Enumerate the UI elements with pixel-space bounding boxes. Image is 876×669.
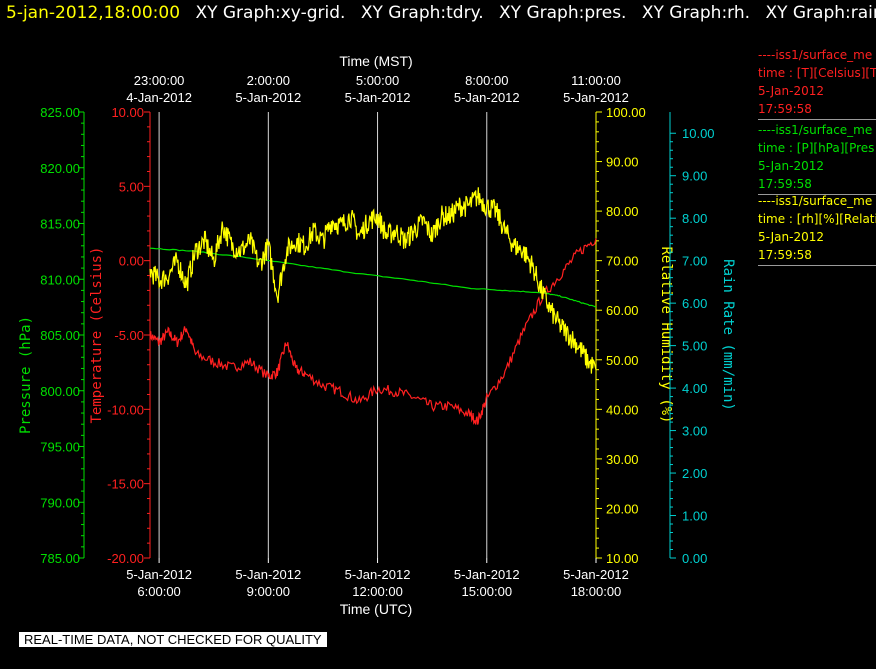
graph-title-tdry[interactable]: XY Graph:tdry. xyxy=(360,3,484,23)
temperature-tick-label: 10.00 xyxy=(111,105,144,120)
pressure-tick-label: 790.00 xyxy=(40,495,80,510)
rain-tick-label: 9.00 xyxy=(682,169,707,184)
legend-time: 17:59:58 xyxy=(758,248,812,262)
x-top-tick-time: 5:00:00 xyxy=(356,73,399,88)
pressure-tick-label: 785.00 xyxy=(40,551,80,566)
graph-title-xy-grid[interactable]: XY Graph:xy-grid. xyxy=(195,3,346,23)
pressure-tick-label: 810.00 xyxy=(40,272,80,287)
x-top-tick-time: 8:00:00 xyxy=(465,73,508,88)
pressure-tick-label: 815.00 xyxy=(40,217,80,232)
x-top-tick-time: 2:00:00 xyxy=(247,73,290,88)
title-bar: 5-jan-2012,18:00:00 XY Graph:xy-grid. XY… xyxy=(6,2,876,24)
rh-tick-label: 50.00 xyxy=(606,353,639,368)
rain-tick-label: 2.00 xyxy=(682,466,707,481)
x-bottom-tick-time: 18:00:00 xyxy=(571,584,622,599)
pressure-tick-label: 800.00 xyxy=(40,384,80,399)
rain-tick-label: 5.00 xyxy=(682,339,707,354)
pressure-tick-label: 795.00 xyxy=(40,440,80,455)
x-bottom-tick-date: 5-Jan-2012 xyxy=(126,567,192,582)
legend-entry-temperature: ----iss1/surface_me time : [T][Celsius][… xyxy=(758,46,876,120)
pressure-tick-label: 820.00 xyxy=(40,161,80,176)
rh-tick-label: 30.00 xyxy=(606,452,639,467)
x-top-tick-date: 5-Jan-2012 xyxy=(563,90,629,105)
pressure-axis-label: Pressure (hPa) xyxy=(18,316,34,434)
rh-tick-label: 80.00 xyxy=(606,204,639,219)
x-bottom-tick-time: 15:00:00 xyxy=(461,584,512,599)
rain-tick-label: 10.00 xyxy=(682,126,715,141)
graph-title-rh[interactable]: XY Graph:rh. xyxy=(641,3,751,23)
legend-date: 5-Jan-2012 xyxy=(758,159,824,173)
rain-tick-label: 6.00 xyxy=(682,296,707,311)
legend-units: time : [rh][%][Relati xyxy=(758,212,876,226)
legend-units: time : [P][hPa][Pres xyxy=(758,141,875,155)
rain-axis-label: Rain Rate (mm/min) xyxy=(720,259,736,411)
x-top-axis-label: Time (MST) xyxy=(339,53,412,69)
temperature-tick-label: -20.00 xyxy=(107,551,144,566)
x-top-tick-time: 23:00:00 xyxy=(134,73,185,88)
graph-title-pres[interactable]: XY Graph:pres. xyxy=(499,3,627,23)
quality-notice: REAL-TIME DATA, NOT CHECKED FOR QUALITY xyxy=(19,632,327,647)
x-bottom-tick-time: 6:00:00 xyxy=(137,584,180,599)
legend-date: 5-Jan-2012 xyxy=(758,230,824,244)
temperature-tick-label: 5.00 xyxy=(119,179,144,194)
temperature-series-line xyxy=(149,238,597,425)
rh-series-line xyxy=(149,187,597,374)
legend-series-label: ----iss1/surface_me xyxy=(758,123,873,137)
legend-entry-humidity: ----iss1/surface_me time : [rh][%][Relat… xyxy=(758,192,876,266)
x-bottom-tick-time: 12:00:00 xyxy=(352,584,403,599)
pressure-tick-label: 825.00 xyxy=(40,105,80,120)
x-bottom-tick-date: 5-Jan-2012 xyxy=(454,567,520,582)
rain-tick-label: 7.00 xyxy=(682,254,707,269)
rh-tick-label: 70.00 xyxy=(606,254,639,269)
legend-time: 17:59:58 xyxy=(758,177,812,191)
temperature-axis-label: Temperature (Celsius) xyxy=(89,246,105,423)
x-top-tick-date: 5-Jan-2012 xyxy=(454,90,520,105)
rain-tick-label: 3.00 xyxy=(682,424,707,439)
rh-tick-label: 40.00 xyxy=(606,402,639,417)
rain-tick-label: 1.00 xyxy=(682,509,707,524)
x-bottom-axis-label: Time (UTC) xyxy=(340,601,413,617)
x-top-tick-date: 5-Jan-2012 xyxy=(235,90,301,105)
x-bottom-tick-date: 5-Jan-2012 xyxy=(563,567,629,582)
temperature-tick-label: -5.00 xyxy=(114,328,144,343)
x-top-tick-date: 4-Jan-2012 xyxy=(126,90,192,105)
x-top-tick-date: 5-Jan-2012 xyxy=(345,90,411,105)
rain-tick-label: 8.00 xyxy=(682,211,707,226)
rain-tick-label: 0.00 xyxy=(682,551,707,566)
rh-tick-label: 90.00 xyxy=(606,155,639,170)
rh-tick-label: 10.00 xyxy=(606,551,639,566)
pressure-series-line xyxy=(149,247,597,308)
legend-time: 17:59:58 xyxy=(758,102,812,116)
rh-tick-label: 60.00 xyxy=(606,303,639,318)
rh-tick-label: 100.00 xyxy=(606,105,646,120)
temperature-tick-label: -15.00 xyxy=(107,477,144,492)
temperature-tick-label: 0.00 xyxy=(119,254,144,269)
rain-tick-label: 4.00 xyxy=(682,381,707,396)
temperature-tick-label: -10.00 xyxy=(107,402,144,417)
x-bottom-tick-date: 5-Jan-2012 xyxy=(345,567,411,582)
graph-title-rain[interactable]: XY Graph:rain. xyxy=(765,3,876,23)
legend-series-label: ----iss1/surface_me xyxy=(758,194,873,208)
legend-series-label: ----iss1/surface_me xyxy=(758,48,873,62)
pressure-tick-label: 805.00 xyxy=(40,328,80,343)
legend-date: 5-Jan-2012 xyxy=(758,84,824,98)
x-bottom-tick-time: 9:00:00 xyxy=(247,584,290,599)
legend-units: time : [T][Celsius][T xyxy=(758,66,876,80)
rh-tick-label: 20.00 xyxy=(606,501,639,516)
x-bottom-tick-date: 5-Jan-2012 xyxy=(235,567,301,582)
timestamp-label: 5-jan-2012,18:00:00 xyxy=(6,3,181,23)
x-top-tick-time: 11:00:00 xyxy=(571,73,621,88)
legend-entry-pressure: ----iss1/surface_me time : [P][hPa][Pres… xyxy=(758,121,876,195)
